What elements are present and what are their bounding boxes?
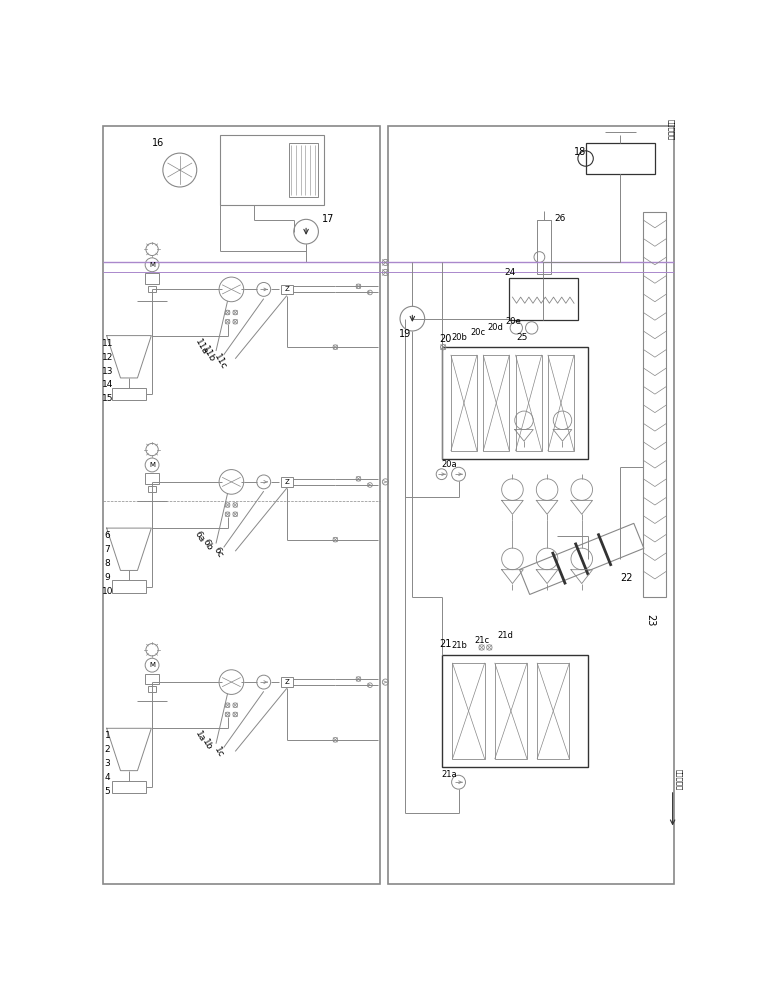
- Text: 20c: 20c: [470, 328, 485, 337]
- Bar: [280, 477, 293, 487]
- Text: 10: 10: [102, 587, 113, 596]
- Text: 20a: 20a: [442, 460, 457, 469]
- Bar: [145, 674, 159, 684]
- Text: 20: 20: [440, 334, 452, 344]
- Text: 11: 11: [102, 339, 113, 348]
- Bar: [515, 355, 542, 451]
- Bar: [145, 273, 159, 284]
- Bar: [644, 212, 666, 597]
- Bar: [149, 286, 156, 292]
- Text: 22: 22: [620, 573, 633, 583]
- Bar: [145, 473, 159, 484]
- Text: 12: 12: [102, 353, 113, 362]
- Text: 2: 2: [105, 745, 110, 754]
- Text: 1c: 1c: [212, 745, 225, 759]
- Text: 19: 19: [399, 329, 411, 339]
- Text: 20b: 20b: [452, 333, 468, 342]
- Text: 24: 24: [505, 268, 516, 277]
- Text: 21b: 21b: [452, 641, 468, 650]
- Text: 21c: 21c: [474, 636, 489, 645]
- Text: 16: 16: [152, 138, 164, 148]
- Text: 20d: 20d: [488, 323, 503, 332]
- Bar: [442, 655, 588, 767]
- Text: 11b: 11b: [201, 345, 217, 364]
- Text: 6b: 6b: [201, 537, 214, 552]
- Text: 6: 6: [105, 531, 111, 540]
- Bar: [537, 220, 551, 274]
- Bar: [387, 126, 674, 884]
- Bar: [453, 663, 484, 759]
- Bar: [442, 347, 588, 459]
- Text: 4: 4: [105, 773, 110, 782]
- Bar: [280, 285, 293, 294]
- Bar: [509, 278, 578, 320]
- Text: 14: 14: [102, 380, 113, 389]
- Bar: [149, 686, 156, 692]
- Bar: [289, 143, 318, 197]
- Bar: [103, 126, 380, 884]
- Text: 21a: 21a: [442, 770, 457, 779]
- Text: 23: 23: [645, 614, 655, 627]
- Text: M: M: [149, 662, 155, 668]
- Text: 13: 13: [102, 367, 113, 376]
- Text: 20e: 20e: [506, 317, 522, 326]
- Bar: [451, 355, 477, 451]
- Text: 5: 5: [105, 787, 111, 796]
- Bar: [483, 355, 509, 451]
- Text: Z: Z: [284, 479, 290, 485]
- Text: 1a: 1a: [193, 730, 206, 744]
- Bar: [112, 781, 146, 793]
- Text: Z: Z: [284, 679, 290, 685]
- Text: 17: 17: [321, 214, 334, 224]
- Text: 1: 1: [105, 732, 111, 740]
- Text: 15: 15: [102, 394, 113, 403]
- Text: 锅炉补给水: 锅炉补给水: [668, 119, 674, 140]
- Text: 11c: 11c: [212, 353, 228, 371]
- Bar: [280, 677, 293, 687]
- Bar: [112, 388, 146, 400]
- Bar: [537, 663, 569, 759]
- Text: 25: 25: [516, 333, 528, 342]
- Text: Z: Z: [284, 286, 290, 292]
- Text: 6c: 6c: [212, 545, 225, 559]
- Text: 9: 9: [105, 573, 111, 582]
- Text: 18: 18: [574, 147, 586, 157]
- Text: 6a: 6a: [193, 530, 206, 544]
- Bar: [149, 486, 156, 492]
- Text: 26: 26: [554, 214, 565, 223]
- Bar: [495, 663, 527, 759]
- Text: 7: 7: [105, 545, 111, 554]
- Text: 去高温风机: 去高温风机: [675, 769, 682, 790]
- Bar: [586, 143, 655, 174]
- Text: M: M: [149, 462, 155, 468]
- Text: 8: 8: [105, 559, 111, 568]
- Text: 1b: 1b: [201, 738, 214, 752]
- Text: 21: 21: [440, 639, 452, 649]
- Text: 11a: 11a: [193, 337, 209, 356]
- Text: 21d: 21d: [497, 631, 513, 640]
- Bar: [220, 135, 324, 205]
- Bar: [548, 355, 574, 451]
- Text: M: M: [149, 262, 155, 268]
- Bar: [112, 580, 146, 593]
- Text: 3: 3: [105, 759, 111, 768]
